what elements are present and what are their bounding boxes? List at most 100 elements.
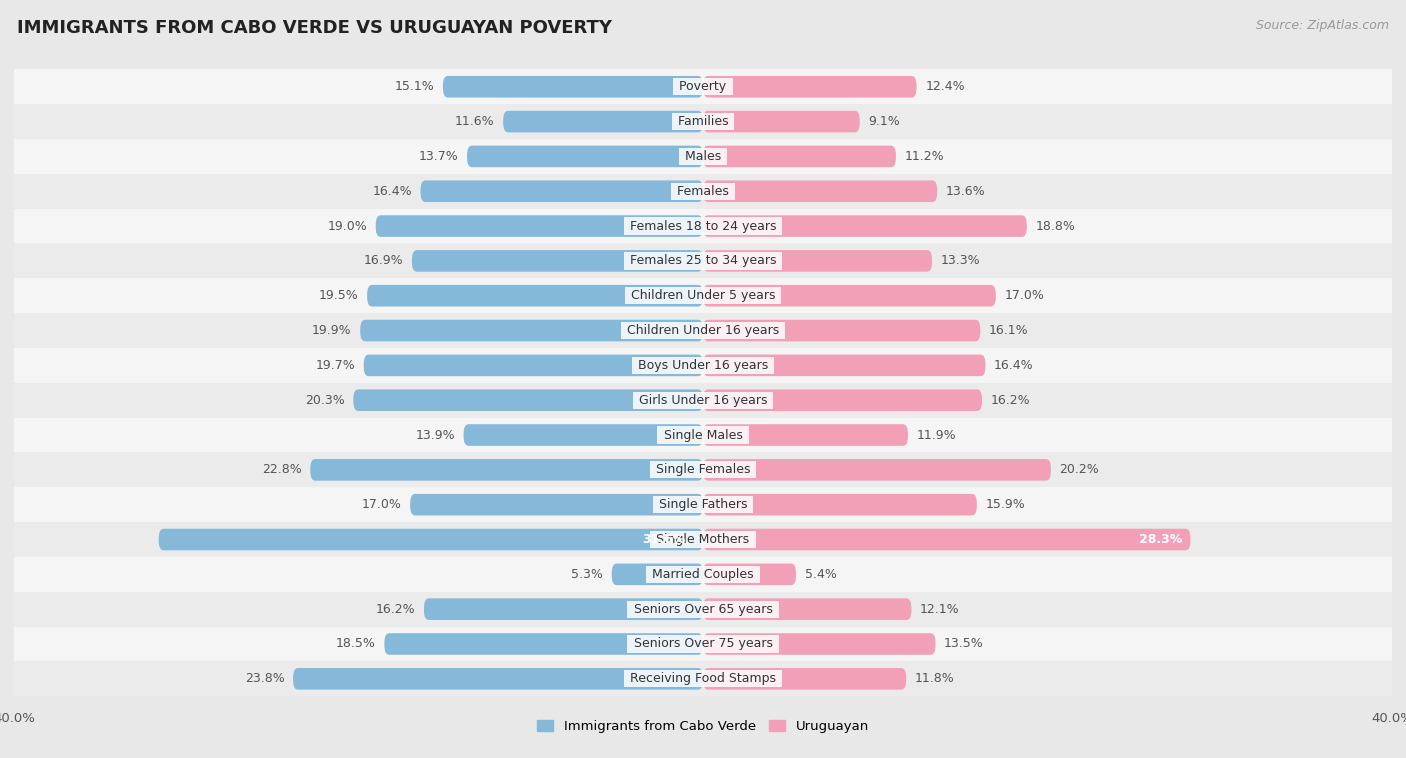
Text: 28.3%: 28.3% (1139, 533, 1182, 546)
Text: 13.9%: 13.9% (415, 428, 456, 441)
FancyBboxPatch shape (311, 459, 703, 481)
FancyBboxPatch shape (292, 668, 703, 690)
Text: Single Mothers: Single Mothers (652, 533, 754, 546)
Text: Single Females: Single Females (652, 463, 754, 476)
Bar (0, 139, 1406, 174)
FancyBboxPatch shape (703, 215, 1026, 236)
Text: 13.6%: 13.6% (946, 185, 986, 198)
Text: 22.8%: 22.8% (262, 463, 302, 476)
FancyBboxPatch shape (703, 494, 977, 515)
FancyBboxPatch shape (411, 494, 703, 515)
FancyBboxPatch shape (703, 390, 981, 411)
FancyBboxPatch shape (703, 598, 911, 620)
FancyBboxPatch shape (353, 390, 703, 411)
Text: 19.9%: 19.9% (312, 324, 352, 337)
Text: 5.3%: 5.3% (571, 568, 603, 581)
Text: 15.1%: 15.1% (395, 80, 434, 93)
Text: 19.0%: 19.0% (328, 220, 367, 233)
Text: 11.6%: 11.6% (456, 115, 495, 128)
Text: 13.5%: 13.5% (945, 637, 984, 650)
Bar (0, 208, 1406, 243)
FancyBboxPatch shape (159, 529, 703, 550)
Text: 11.8%: 11.8% (915, 672, 955, 685)
Bar (0, 487, 1406, 522)
Text: 31.6%: 31.6% (643, 533, 686, 546)
Bar (0, 627, 1406, 662)
Text: Source: ZipAtlas.com: Source: ZipAtlas.com (1256, 19, 1389, 32)
Text: 19.5%: 19.5% (319, 290, 359, 302)
Bar (0, 243, 1406, 278)
FancyBboxPatch shape (703, 180, 938, 202)
Text: 17.0%: 17.0% (1004, 290, 1045, 302)
Text: 16.1%: 16.1% (988, 324, 1029, 337)
Text: 13.3%: 13.3% (941, 255, 980, 268)
Text: 11.2%: 11.2% (904, 150, 945, 163)
Text: 18.5%: 18.5% (336, 637, 375, 650)
FancyBboxPatch shape (503, 111, 703, 133)
FancyBboxPatch shape (360, 320, 703, 341)
Text: 20.2%: 20.2% (1060, 463, 1099, 476)
Bar (0, 104, 1406, 139)
FancyBboxPatch shape (612, 563, 703, 585)
Text: Single Males: Single Males (659, 428, 747, 441)
FancyBboxPatch shape (703, 563, 796, 585)
FancyBboxPatch shape (443, 76, 703, 98)
Text: 5.4%: 5.4% (804, 568, 837, 581)
FancyBboxPatch shape (703, 250, 932, 271)
Bar (0, 383, 1406, 418)
Text: Single Fathers: Single Fathers (655, 498, 751, 511)
Text: 15.9%: 15.9% (986, 498, 1025, 511)
Bar (0, 557, 1406, 592)
Text: Children Under 5 years: Children Under 5 years (627, 290, 779, 302)
Legend: Immigrants from Cabo Verde, Uruguayan: Immigrants from Cabo Verde, Uruguayan (533, 716, 873, 737)
Text: Boys Under 16 years: Boys Under 16 years (634, 359, 772, 372)
Text: 17.0%: 17.0% (361, 498, 402, 511)
Bar (0, 662, 1406, 697)
FancyBboxPatch shape (467, 146, 703, 168)
FancyBboxPatch shape (703, 459, 1050, 481)
Text: Families: Families (673, 115, 733, 128)
Text: Girls Under 16 years: Girls Under 16 years (634, 393, 772, 407)
Text: 19.7%: 19.7% (315, 359, 356, 372)
Text: Married Couples: Married Couples (648, 568, 758, 581)
FancyBboxPatch shape (384, 633, 703, 655)
FancyBboxPatch shape (703, 285, 995, 306)
FancyBboxPatch shape (703, 111, 859, 133)
Bar (0, 313, 1406, 348)
FancyBboxPatch shape (703, 529, 1191, 550)
FancyBboxPatch shape (412, 250, 703, 271)
Text: 16.2%: 16.2% (991, 393, 1031, 407)
Text: Males: Males (681, 150, 725, 163)
FancyBboxPatch shape (375, 215, 703, 236)
FancyBboxPatch shape (703, 146, 896, 168)
Text: Seniors Over 75 years: Seniors Over 75 years (630, 637, 776, 650)
Text: Children Under 16 years: Children Under 16 years (623, 324, 783, 337)
Text: 11.9%: 11.9% (917, 428, 956, 441)
FancyBboxPatch shape (703, 76, 917, 98)
Bar (0, 418, 1406, 453)
Bar (0, 453, 1406, 487)
Text: 16.9%: 16.9% (364, 255, 404, 268)
FancyBboxPatch shape (420, 180, 703, 202)
Text: Receiving Food Stamps: Receiving Food Stamps (626, 672, 780, 685)
Text: 13.7%: 13.7% (419, 150, 458, 163)
Bar (0, 174, 1406, 208)
Bar (0, 278, 1406, 313)
Text: 16.4%: 16.4% (373, 185, 412, 198)
FancyBboxPatch shape (703, 424, 908, 446)
FancyBboxPatch shape (703, 320, 980, 341)
Text: Seniors Over 65 years: Seniors Over 65 years (630, 603, 776, 615)
Text: 16.2%: 16.2% (375, 603, 415, 615)
FancyBboxPatch shape (703, 668, 907, 690)
Text: 9.1%: 9.1% (869, 115, 900, 128)
Text: 12.4%: 12.4% (925, 80, 965, 93)
FancyBboxPatch shape (425, 598, 703, 620)
FancyBboxPatch shape (703, 633, 935, 655)
Bar (0, 348, 1406, 383)
Text: Females 18 to 24 years: Females 18 to 24 years (626, 220, 780, 233)
FancyBboxPatch shape (367, 285, 703, 306)
Text: IMMIGRANTS FROM CABO VERDE VS URUGUAYAN POVERTY: IMMIGRANTS FROM CABO VERDE VS URUGUAYAN … (17, 19, 612, 37)
FancyBboxPatch shape (703, 355, 986, 376)
FancyBboxPatch shape (464, 424, 703, 446)
Text: 16.4%: 16.4% (994, 359, 1033, 372)
